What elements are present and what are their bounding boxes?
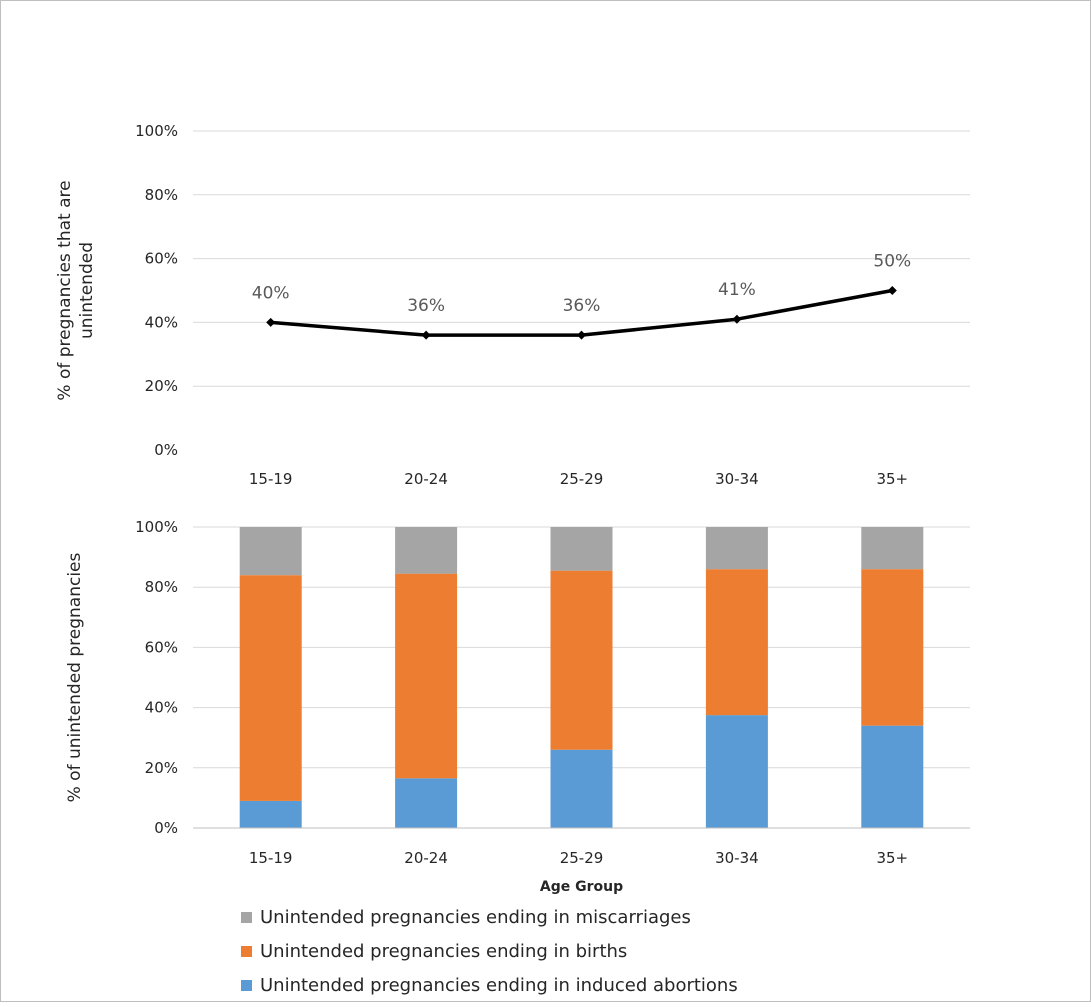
- top-y-axis-label: % of pregnancies that are unintended: [55, 180, 97, 400]
- top-data-label: 50%: [873, 252, 911, 272]
- bar-segment-abortions: [550, 749, 613, 828]
- bottom-y-tick-label: 60%: [145, 638, 178, 656]
- legend-swatch: [241, 912, 252, 923]
- top-data-label: 41%: [718, 280, 756, 300]
- legend-swatch: [241, 980, 252, 991]
- top-data-label: 36%: [563, 296, 601, 316]
- top-y-tick-label: 100%: [135, 122, 178, 140]
- bar-segment-births: [705, 569, 768, 716]
- top-data-point-marker: [887, 286, 897, 295]
- bar-segment-abortions: [239, 800, 302, 828]
- bar-segment-abortions: [705, 715, 768, 828]
- top-data-point-marker: [421, 330, 431, 340]
- legend-label: Unintended pregnancies ending in births: [260, 941, 627, 962]
- legend-swatch: [241, 946, 252, 957]
- bottom-x-tick-label: 20-24: [404, 849, 448, 867]
- bar-segment-births: [550, 570, 613, 750]
- bottom-x-tick-label: 30-34: [715, 849, 759, 867]
- top-x-tick-label: 15-19: [249, 470, 293, 488]
- top-data-label: 40%: [252, 283, 290, 303]
- bar-segment-miscarriages: [550, 527, 613, 571]
- top-y-tick-label: 40%: [145, 313, 178, 331]
- top-x-tick-label: 20-24: [404, 470, 448, 488]
- top-data-label: 36%: [407, 296, 445, 316]
- bar-segment-miscarriages: [861, 527, 924, 570]
- bar-segment-abortions: [861, 725, 924, 828]
- bar-segment-miscarriages: [705, 527, 768, 570]
- top-data-point-marker: [577, 330, 586, 340]
- bottom-y-tick-label: 40%: [145, 699, 178, 717]
- legend-label: Unintended pregnancies ending in induced…: [260, 975, 738, 996]
- top-x-tick-label: 30-34: [715, 470, 759, 488]
- bar-segment-miscarriages: [239, 527, 302, 576]
- bar-segment-abortions: [395, 778, 458, 828]
- bar-segment-births: [395, 573, 458, 779]
- x-axis-title: Age Group: [540, 879, 623, 895]
- top-y-tick-label: 0%: [154, 441, 178, 459]
- bottom-y-tick-label: 0%: [154, 819, 178, 837]
- bottom-y-tick-label: 20%: [145, 759, 178, 777]
- bottom-x-tick-label: 15-19: [249, 849, 293, 867]
- legend-label: Unintended pregnancies ending in miscarr…: [260, 907, 691, 928]
- bottom-y-tick-label: 100%: [135, 518, 178, 536]
- top-data-point-marker: [732, 314, 742, 324]
- bottom-x-tick-label: 35+: [876, 849, 908, 867]
- bottom-x-tick-label: 25-29: [560, 849, 604, 867]
- top-y-tick-label: 20%: [145, 377, 178, 395]
- top-y-tick-label: 60%: [145, 250, 178, 268]
- bottom-y-axis-label: % of unintended pregnancies: [65, 552, 85, 802]
- top-data-point-marker: [266, 317, 276, 327]
- bar-segment-miscarriages: [395, 527, 458, 574]
- bar-segment-births: [861, 569, 924, 726]
- top-x-tick-label: 25-29: [560, 470, 604, 488]
- top-y-tick-label: 80%: [145, 186, 178, 204]
- top-x-tick-label: 35+: [876, 470, 908, 488]
- bar-segment-births: [239, 575, 302, 801]
- bottom-y-tick-label: 80%: [145, 578, 178, 596]
